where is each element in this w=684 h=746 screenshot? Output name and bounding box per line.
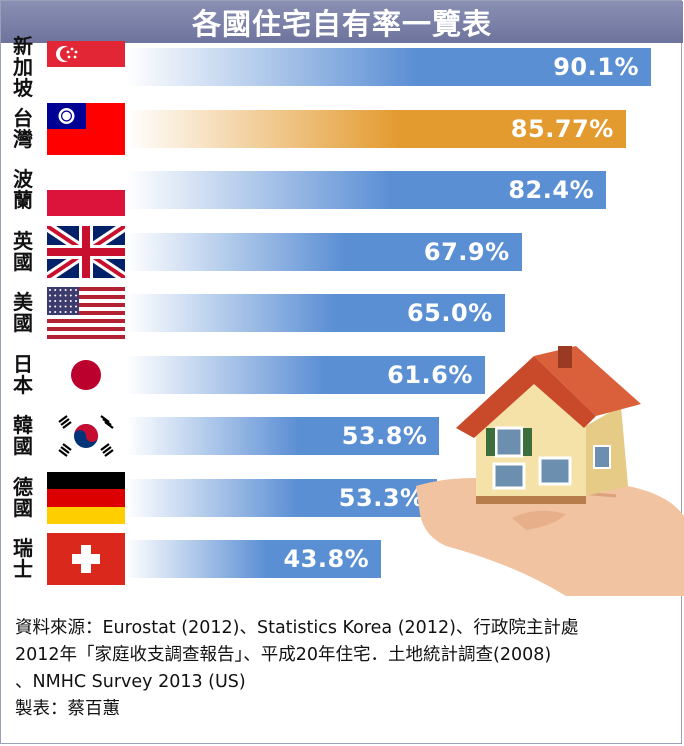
korea-flag-icon (47, 410, 125, 462)
category-label: 韓 國 (13, 413, 33, 458)
data-label: 65.0% (406, 299, 493, 327)
source-line: 、NMHC Survey 2013 (US) (15, 672, 246, 692)
credit-line: 製表：蔡百蕙 (15, 699, 120, 719)
source-note: 資料來源：Eurostat (2012)、Statistics Korea (2… (15, 615, 675, 723)
category-label: 新 加 坡 (13, 33, 33, 100)
uk-flag-icon (47, 225, 125, 278)
bar: 53.3% (126, 478, 437, 517)
title-bar: 各國住宅自有率一覽表 (1, 1, 683, 43)
japan-flag-icon (47, 348, 125, 401)
bar: 85.77% (126, 109, 626, 148)
category-label: 台 灣 (13, 105, 33, 151)
data-label: 53.8% (341, 422, 428, 450)
source-line: 2012年「家庭收支調查報告」、平成20年住宅．土地統計調查(2008) (15, 645, 552, 665)
data-label: 82.4% (508, 176, 595, 204)
bar: 67.9% (126, 232, 522, 271)
usa-flag-icon (47, 287, 125, 339)
bar: 65.0% (126, 294, 505, 332)
category-label: 日 本 (13, 351, 33, 397)
data-label: 85.77% (510, 114, 614, 143)
house-in-hand-illustration (416, 346, 684, 596)
category-label: 德 國 (13, 474, 33, 520)
bar: 43.8% (126, 540, 382, 578)
data-label: 90.1% (553, 53, 639, 81)
category-label: 瑞 士 (13, 536, 33, 581)
singapore-flag-icon (47, 41, 125, 93)
data-label: 61.6% (387, 360, 473, 389)
data-label: 43.8% (283, 545, 370, 573)
bar: 90.1% (126, 48, 651, 86)
poland-flag-icon (47, 164, 125, 216)
source-line: 資料來源：Eurostat (2012)、Statistics Korea (2… (15, 618, 579, 638)
switzerland-flag-icon (47, 533, 125, 585)
bar: 61.6% (126, 355, 485, 394)
data-label: 67.9% (423, 237, 510, 266)
category-label: 美 國 (13, 290, 33, 335)
bar-chart: 新 加 坡 90.1% 台 灣 85.77% 波 蘭 82.4% 英 國 67.9% 美 國 65… (1, 35, 683, 613)
bar: 53.8% (126, 417, 440, 455)
category-label: 波 蘭 (13, 167, 33, 212)
category-label: 英 國 (13, 228, 33, 274)
bar: 82.4% (126, 171, 607, 209)
germany-flag-icon (47, 471, 125, 524)
data-label: 53.3% (338, 483, 425, 512)
taiwan-flag-icon (47, 102, 125, 155)
chart-title: 各國住宅自有率一覽表 (191, 7, 492, 41)
